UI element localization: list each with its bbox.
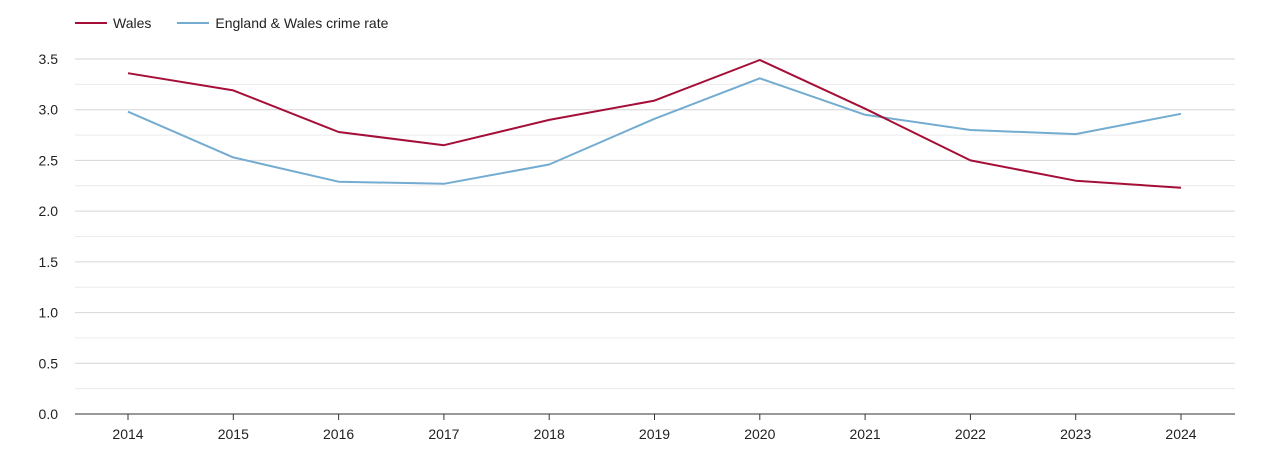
legend-swatch-england-wales (177, 22, 210, 24)
grid-lines (75, 58, 1235, 390)
axes: 0.0 0.5 1.0 1.5 2.0 2.5 3.0 3.5 2014 2015 2016 2017… (39, 51, 1235, 442)
x-tick-label: 2021 (850, 426, 881, 442)
legend-label-wales: Wales (113, 15, 152, 31)
x-tick-label: 2016 (323, 426, 354, 442)
x-tick-label: 2023 (1060, 426, 1091, 442)
x-tick-label: 2019 (639, 426, 670, 442)
y-tick-label: 0.0 (39, 406, 59, 422)
legend-item-england-wales[interactable]: England & Wales crime rate (177, 15, 388, 31)
x-tick-label: 2017 (428, 426, 459, 442)
legend-label-england-wales: England & Wales crime rate (215, 15, 389, 31)
x-tick-label: 2022 (955, 426, 986, 442)
y-tick-label: 1.0 (39, 305, 59, 321)
legend-swatch-wales (75, 22, 107, 24)
y-tick-label: 3.0 (39, 102, 59, 118)
y-tick-label: 0.5 (39, 355, 59, 371)
y-tick-label: 2.5 (39, 152, 59, 168)
legend-item-wales[interactable]: Wales (75, 15, 151, 31)
series-line-wales[interactable] (127, 59, 1182, 189)
x-tick-label: 2024 (1165, 426, 1196, 442)
y-tick-label: 2.0 (39, 203, 59, 219)
series-line-england-wales-crime-rate[interactable] (127, 77, 1182, 185)
y-tick-label: 3.5 (39, 51, 59, 67)
x-tick-label: 2015 (218, 426, 249, 442)
x-tick-label: 2014 (112, 426, 143, 442)
legend: Wales England & Wales crime rate (75, 15, 414, 31)
x-tick-label: 2020 (744, 426, 775, 442)
series-lines (127, 59, 1182, 189)
x-tick-label: 2018 (534, 426, 565, 442)
y-tick-label: 1.5 (39, 254, 59, 270)
